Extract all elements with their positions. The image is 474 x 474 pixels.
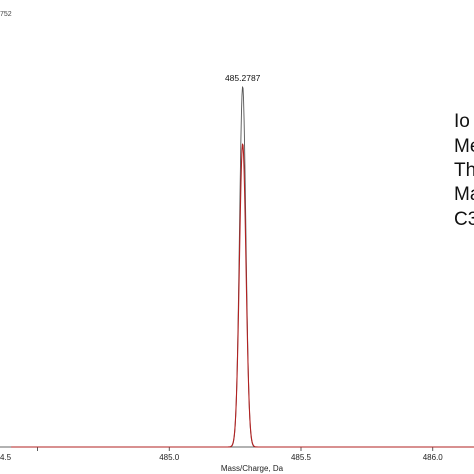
side-text-line-1: Io [454,111,470,132]
x-tick-label: 486.0 [423,453,444,462]
x-tick-label: 4.5 [0,453,12,462]
x-tick-label: 485.0 [159,453,180,462]
side-text-block: Io Me Th Ma C3 [454,111,474,230]
side-text-line-4: Ma [454,184,474,205]
spectrum-series-line-1 [11,86,474,448]
series-layer [11,86,474,448]
side-text-line-3: Th [454,160,474,181]
peak-label: 485.2787 [225,73,261,83]
peak-annotations: 485.2787486.2813 [225,73,261,83]
spectrum-series-line-2 [11,143,474,448]
side-text-line-2: Me [454,136,474,157]
x-tick-label: 485.5 [291,453,312,462]
x-axis-title: Mass/Charge, Da [221,464,284,473]
side-text-line-5: C3 [454,209,474,230]
corner-label: 752 [0,11,12,18]
